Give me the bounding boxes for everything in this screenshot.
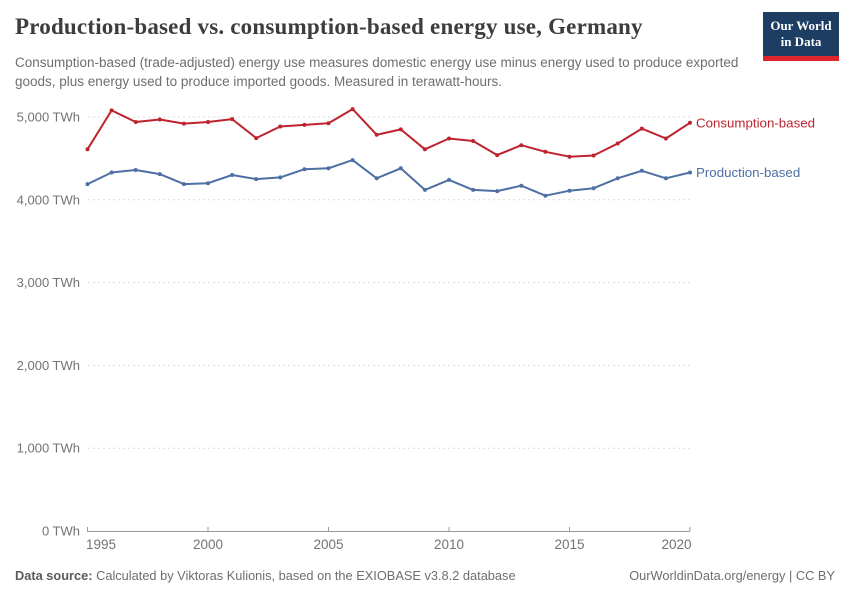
data-point[interactable] [422,187,427,192]
consumption-based-legend-label[interactable]: Consumption-based [696,115,815,130]
x-axis-label: 2020 [661,537,691,552]
data-point[interactable] [350,158,355,163]
data-point[interactable] [447,136,451,141]
data-point[interactable] [688,120,692,125]
x-axis-label: 2005 [313,537,343,552]
data-point[interactable] [591,186,596,191]
data-point[interactable] [615,176,620,181]
y-axis-label: 0 TWh [42,524,80,539]
x-axis-label: 2000 [193,537,223,552]
x-axis-label: 1995 [86,537,116,552]
data-point[interactable] [543,193,548,198]
y-axis-label: 5,000 TWh [17,110,80,125]
data-point[interactable] [567,154,572,159]
data-point[interactable] [567,188,572,193]
production-based-line[interactable] [86,159,691,197]
data-point[interactable] [471,139,476,143]
data-point[interactable] [326,166,331,171]
y-axis-label: 3,000 TWh [17,275,80,290]
data-point[interactable] [663,176,668,181]
data-point[interactable] [302,122,307,127]
data-point[interactable] [302,167,307,172]
owid-logo-line1: Our World [770,18,832,33]
data-point[interactable] [519,183,524,188]
data-point[interactable] [85,182,90,187]
production-based-legend-label[interactable]: Production-based [696,165,800,180]
data-source-label: Data source: [15,568,93,583]
data-point[interactable] [471,187,476,192]
data-point[interactable] [591,153,596,158]
data-point[interactable] [663,136,668,141]
page-title: Production-based vs. consumption-based e… [15,14,643,39]
data-point[interactable] [688,170,692,175]
data-point[interactable] [85,147,90,152]
data-point[interactable] [181,121,186,126]
data-point[interactable] [350,107,355,112]
page-subtitle: Consumption-based (trade-adjusted) energ… [15,55,739,90]
data-point[interactable] [206,120,210,124]
data-point[interactable] [639,126,644,131]
data-point[interactable] [374,176,379,181]
data-source-note: Data source: Calculated by Viktoras Kuli… [15,568,516,583]
owid-logo[interactable]: Our World in Data [763,12,839,61]
data-point[interactable] [543,149,548,154]
data-point[interactable] [254,136,259,141]
data-point[interactable] [230,173,235,177]
data-point[interactable] [181,182,186,187]
owid-url-link[interactable]: OurWorldinData.org/energy | CC BY [629,568,835,583]
data-point[interactable] [206,181,210,186]
data-point[interactable] [109,170,114,175]
data-point[interactable] [447,177,451,182]
data-point[interactable] [278,175,283,180]
chart-footer: Data source: Calculated by Viktoras Kuli… [15,568,835,585]
data-point[interactable] [157,117,162,122]
production-based-series[interactable]: Production-based [85,158,801,198]
data-point[interactable] [109,108,114,113]
data-point[interactable] [398,166,403,171]
data-point[interactable] [133,168,138,172]
y-axis-label: 1,000 TWh [17,441,80,456]
y-axis-label: 2,000 TWh [17,358,80,373]
consumption-based-series[interactable]: Consumption-based [85,107,816,159]
data-point[interactable] [157,172,162,177]
data-point[interactable] [374,132,379,137]
data-point[interactable] [422,147,427,152]
y-axis-label: 4,000 TWh [17,192,80,207]
data-point[interactable] [326,121,331,126]
data-point[interactable] [519,143,524,148]
data-point[interactable] [278,124,283,129]
owid-logo-line2: in Data [780,34,822,50]
data-point[interactable] [254,177,259,182]
data-point[interactable] [398,127,403,132]
consumption-based-line[interactable] [86,108,691,158]
data-point[interactable] [639,168,644,173]
x-axis-label: 2010 [434,537,464,552]
data-point[interactable] [133,120,138,124]
data-source-text: Calculated by Viktoras Kulionis, based o… [92,568,516,583]
data-point[interactable] [495,189,500,194]
data-point[interactable] [495,153,500,158]
data-point[interactable] [615,141,620,146]
x-axis-label: 2015 [554,537,584,552]
data-point[interactable] [230,117,235,122]
